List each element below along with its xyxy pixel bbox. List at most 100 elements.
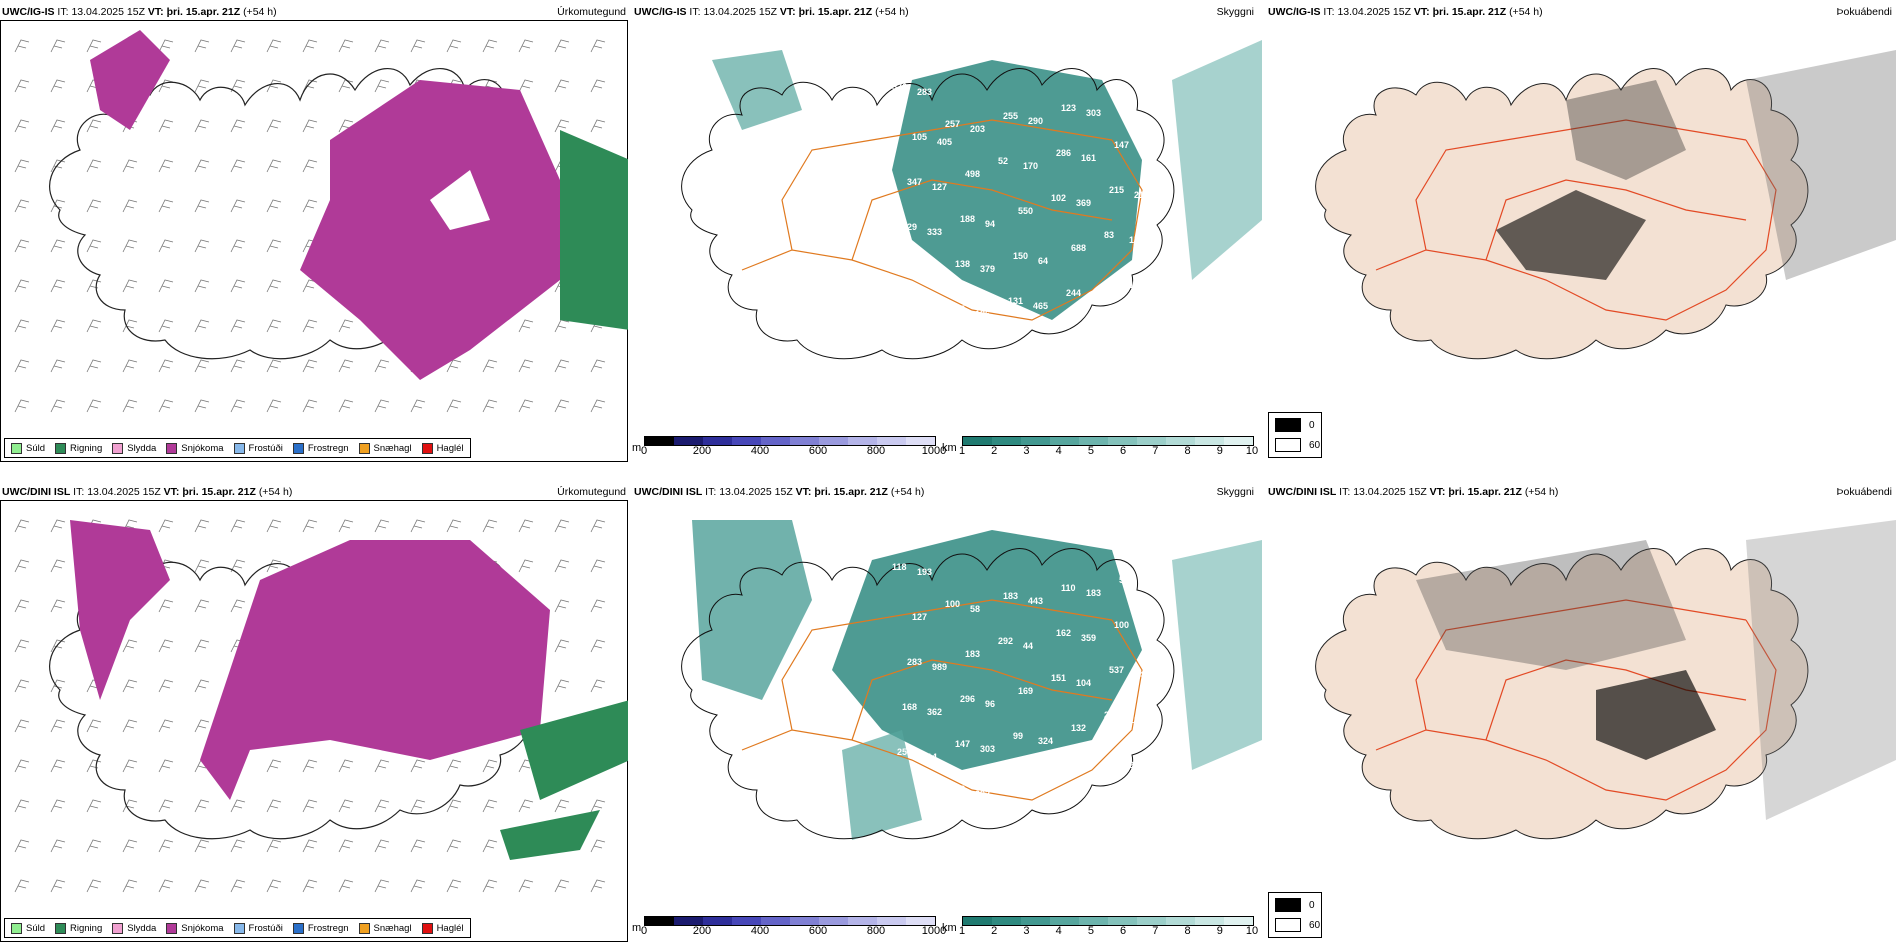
wind-barb bbox=[266, 519, 282, 533]
wind-barb bbox=[266, 199, 282, 213]
elevation-label: 123 bbox=[1061, 103, 1076, 113]
elevation-label: 96 bbox=[985, 699, 995, 709]
wind-barb bbox=[158, 399, 174, 413]
colorbar-segment bbox=[1224, 917, 1253, 925]
colorbar-segment bbox=[645, 437, 674, 445]
wind-barb bbox=[410, 39, 426, 53]
wind-barb bbox=[50, 559, 66, 573]
colorbar-segment bbox=[1050, 917, 1079, 925]
wind-barb bbox=[158, 159, 174, 173]
elevation-label: 362 bbox=[927, 707, 942, 717]
wind-barb bbox=[50, 759, 66, 773]
colorbar-segment bbox=[761, 437, 790, 445]
colorbar-segment bbox=[761, 917, 790, 925]
colorbar-tick: 800 bbox=[866, 445, 886, 457]
wind-barb bbox=[338, 399, 354, 413]
visibility-map: 118 100 292 151 285 251 218 183 162 537 168 147 130 1… bbox=[681, 520, 1262, 840]
wind-barb bbox=[14, 39, 30, 53]
wind-barb bbox=[50, 399, 66, 413]
wind-barb bbox=[230, 799, 246, 813]
wind-barb bbox=[122, 319, 138, 333]
wind-barb bbox=[122, 839, 138, 853]
wind-barb bbox=[230, 199, 246, 213]
colorbar-tick: 7 bbox=[1152, 925, 1159, 937]
road-network bbox=[741, 119, 1143, 321]
colorbar-segment bbox=[790, 437, 819, 445]
iceland-outline bbox=[1315, 548, 1809, 840]
wind-barb bbox=[158, 359, 174, 373]
wind-barb bbox=[50, 639, 66, 653]
elevation-label: 155 bbox=[1129, 235, 1144, 245]
wind-barb bbox=[374, 759, 390, 773]
low-visibility-area bbox=[1172, 540, 1262, 770]
wind-barb bbox=[590, 559, 606, 573]
elevation-label: 169 bbox=[1018, 686, 1033, 696]
colorbar-segment bbox=[906, 917, 935, 925]
wind-barb bbox=[158, 599, 174, 613]
wind-barb bbox=[50, 79, 66, 93]
colorbar-segment bbox=[819, 917, 848, 925]
wind-barb bbox=[14, 639, 30, 653]
elevation-label: 634 bbox=[1139, 625, 1154, 635]
wind-barb bbox=[266, 879, 282, 893]
fog-area bbox=[1416, 540, 1686, 670]
wind-barb bbox=[446, 879, 462, 893]
colorbar-tick: 1 bbox=[958, 445, 966, 457]
elevation-label: 183 bbox=[1003, 591, 1018, 601]
elevation-label: 138 bbox=[955, 259, 970, 269]
colorbar-tick: 200 bbox=[692, 925, 712, 937]
elevation-label: 251 bbox=[897, 747, 912, 757]
colorbar-segment bbox=[906, 437, 935, 445]
wind-barb bbox=[590, 839, 606, 853]
elevation-label: 110 bbox=[1061, 583, 1076, 593]
colorbar-tick: 0 bbox=[640, 445, 648, 457]
wind-barb bbox=[554, 399, 570, 413]
wind-barb bbox=[446, 519, 462, 533]
elevation-label: 94 bbox=[985, 219, 995, 229]
panel-precip-type-dini: UWC/DINI ISL IT: 13.04.2025 15Z VT: þri.… bbox=[0, 480, 630, 942]
wind-barb bbox=[14, 679, 30, 693]
colorbar-segment bbox=[1108, 917, 1137, 925]
road-network bbox=[741, 599, 1143, 801]
wind-barb bbox=[230, 519, 246, 533]
low-visibility-area bbox=[692, 520, 812, 700]
elevation-label: 292 bbox=[998, 636, 1013, 646]
wind-barb bbox=[194, 319, 210, 333]
wind-barb bbox=[338, 359, 354, 373]
wind-barb bbox=[446, 799, 462, 813]
wind-barb bbox=[86, 759, 102, 773]
panel-title: Þokuábendi bbox=[1836, 6, 1892, 18]
wind-barb bbox=[230, 159, 246, 173]
wind-barb bbox=[194, 279, 210, 293]
colorbar-tick: 400 bbox=[750, 445, 770, 457]
wind-barb bbox=[86, 239, 102, 253]
wind-barb bbox=[374, 359, 390, 373]
colorbar-tick: 6 bbox=[1120, 445, 1127, 457]
colorbar-segment bbox=[848, 917, 877, 925]
colorbar-tick: 4 bbox=[1055, 925, 1062, 937]
wind-barb bbox=[230, 319, 246, 333]
rain-area bbox=[500, 810, 600, 860]
colorbar-tick: 10 bbox=[1245, 925, 1259, 937]
elevation-label: 168 bbox=[902, 702, 917, 712]
wind-barb bbox=[14, 319, 30, 333]
elevation-label: 443 bbox=[1028, 596, 1043, 606]
wind-barb bbox=[482, 399, 498, 413]
colorbar-tick: 8 bbox=[1184, 925, 1191, 937]
elevation-label: 104 bbox=[1076, 678, 1091, 688]
colorbar-tick: 4 bbox=[1055, 445, 1062, 457]
elevation-labels: 118 100 292 151 285 251 218 183 162 537 168 147 130 1… bbox=[892, 562, 1159, 799]
colorbar-tick: 6 bbox=[1120, 925, 1127, 937]
wind-barb bbox=[122, 879, 138, 893]
wind-barb bbox=[86, 879, 102, 893]
road-network bbox=[1375, 119, 1777, 321]
elevation-label: 127 bbox=[932, 182, 947, 192]
wind-barb bbox=[194, 839, 210, 853]
wind-barb bbox=[14, 599, 30, 613]
wind-barb bbox=[374, 839, 390, 853]
wind-barb bbox=[158, 519, 174, 533]
wind-barb bbox=[158, 839, 174, 853]
wind-barb bbox=[122, 679, 138, 693]
wind-barb bbox=[554, 639, 570, 653]
elevation-label: 135 bbox=[1144, 100, 1159, 110]
